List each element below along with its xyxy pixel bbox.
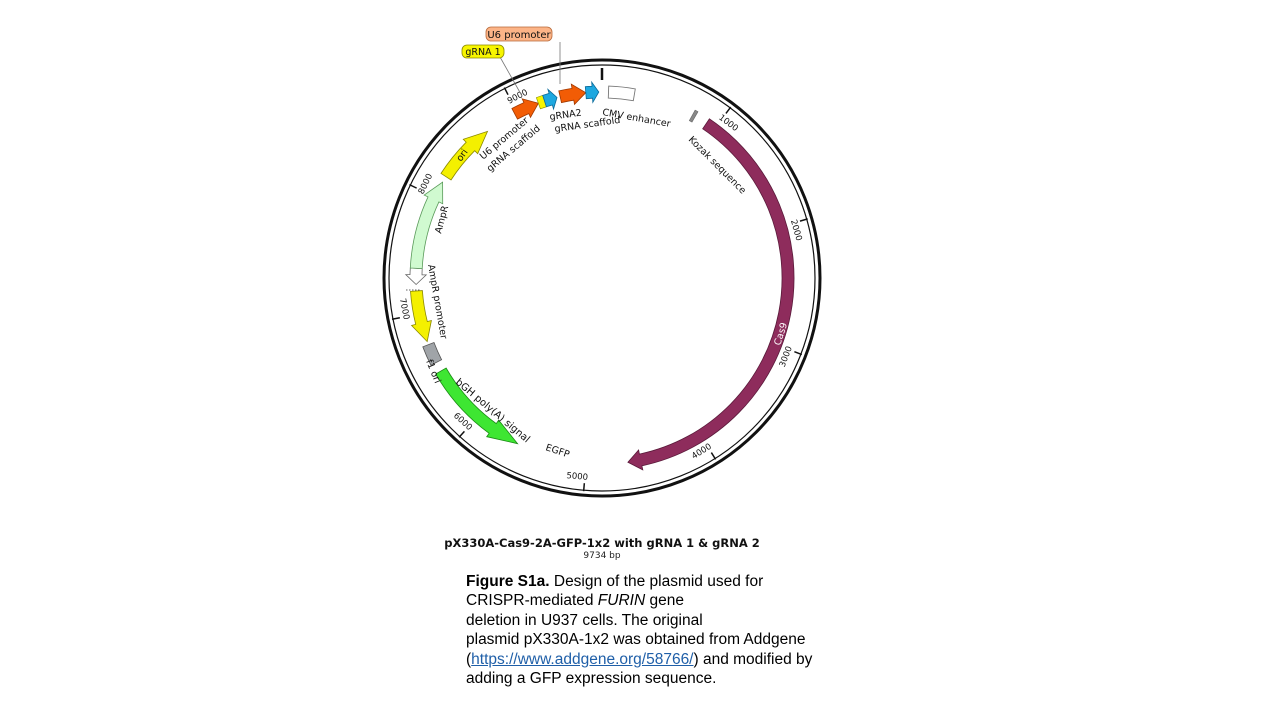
tick-label: 7000: [397, 298, 411, 321]
caption-line-4: plasmid pX330A-1x2 was obtained from Add…: [466, 631, 806, 649]
tick-mark: [409, 183, 417, 189]
caption-line-2: CRISPR-mediated FURIN gene: [466, 592, 684, 610]
backbone-inner-ring: [388, 64, 816, 492]
f1-ori-feature-arrow: [410, 290, 432, 343]
grna2-label: gRNA2: [549, 108, 582, 123]
grna1-callout-label: gRNA 1: [465, 47, 500, 58]
cas9-label: Cas9: [772, 321, 790, 347]
f1-ori-label: f1 ori: [423, 358, 442, 385]
caption-line-6: adding a GFP expression sequence.: [466, 670, 717, 688]
plasmid-size: 9734 bp: [583, 551, 621, 561]
tick-mark: [794, 350, 803, 356]
tick-mark: [725, 106, 732, 114]
tick-label: 5000: [566, 471, 588, 483]
tick-mark: [582, 483, 586, 492]
caption-line-3: deletion in U937 cells. The original: [466, 611, 703, 629]
grna1-callout-leader: [499, 56, 523, 97]
gene-name: FURIN: [597, 592, 646, 610]
figure-number: Figure S1a.: [466, 573, 550, 590]
plasmid-name: pX330A-Cas9-2A-GFP-1x2 with gRNA 1 & gRN…: [444, 536, 760, 550]
u6-promoter-feature-arrow: [511, 98, 539, 120]
caption-line-5: (https://www.addgene.org/58766/) and mod…: [466, 650, 813, 668]
tick-mark: [710, 452, 717, 460]
grna-scaffold-1-feature-arrow: [542, 88, 558, 111]
cas9-feature-arrow: [627, 118, 795, 471]
ampr-feature-arrow: [409, 181, 444, 270]
caption-line-1: Figure S1a. Design of the plasmid used f…: [466, 573, 764, 590]
tick-mark: [503, 87, 509, 96]
grna2-u6-feature-arrow: [558, 83, 587, 106]
u6-callout-label: U6 promoter: [487, 30, 551, 41]
backbone-outer-ring: [382, 58, 822, 498]
tick-mark: [391, 316, 401, 320]
cmv-enhancer-feature-box: [607, 85, 636, 102]
tick-mark: [799, 218, 808, 222]
ori-feature-arrow: [440, 130, 489, 181]
ampr-promoter-feature-arrow: [404, 267, 428, 286]
egfp-feature-arrow: [435, 367, 519, 445]
u6-callout-box: [485, 26, 553, 42]
figure-caption: Figure S1a. Design of the plasmid used f…: [466, 572, 836, 688]
egfp-label: EGFP: [544, 442, 571, 460]
grna-scaffold-2-feature-arrow: [584, 80, 600, 104]
tick-mark: [458, 430, 465, 438]
kozak-sequence-feature-mark: [688, 109, 699, 123]
addgene-link[interactable]: https://www.addgene.org/58766/: [471, 650, 694, 668]
bgh-polya-feature-box: [422, 341, 443, 366]
grna1-callout-box: [461, 44, 505, 59]
